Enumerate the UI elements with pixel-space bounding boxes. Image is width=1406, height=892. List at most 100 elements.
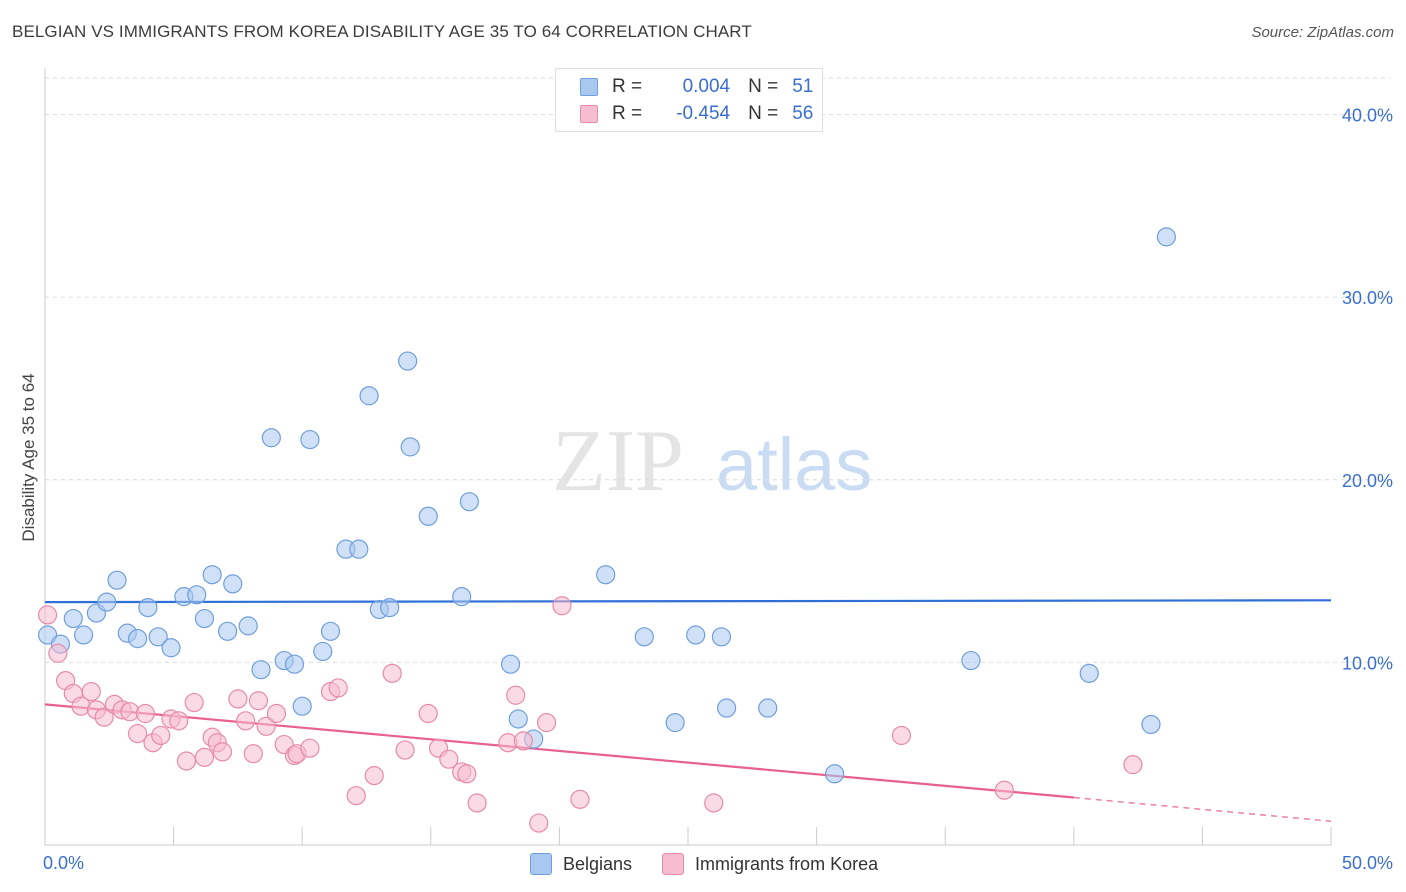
legend-label-korea: Immigrants from Korea xyxy=(695,853,879,874)
korea-point xyxy=(81,681,101,702)
korea-point xyxy=(418,703,438,724)
korea-point xyxy=(243,744,263,764)
korea-point xyxy=(94,707,114,727)
chart-title: BELGIAN VS IMMIGRANTS FROM KOREA DISABIL… xyxy=(12,22,752,41)
watermark: ZIP atlas xyxy=(552,413,872,510)
belgian-point xyxy=(1156,227,1176,247)
legend-n-label: N = xyxy=(748,103,779,124)
belgian-point xyxy=(1141,714,1161,735)
legend-item-belgians[interactable]: Belgians xyxy=(530,853,632,875)
belgian-point xyxy=(758,698,778,718)
belgian-point xyxy=(194,608,215,629)
belgian-point xyxy=(218,621,238,641)
belgian-point xyxy=(251,660,271,680)
belgian-point xyxy=(400,437,420,457)
legend-row-korea: R = -0.454 N = 56 xyxy=(580,102,813,126)
belgian-point xyxy=(380,597,400,618)
belgian-point xyxy=(292,696,312,716)
belgian-point xyxy=(238,616,258,636)
korea-trend-line xyxy=(44,703,1074,799)
korea-point xyxy=(212,742,233,762)
belgian-point xyxy=(320,621,341,641)
korea-point xyxy=(300,738,320,758)
korea-point xyxy=(513,731,533,751)
belgian-point xyxy=(716,698,737,718)
korea-point xyxy=(248,691,269,711)
belgian-point xyxy=(202,565,222,585)
korea-point xyxy=(48,643,68,663)
korea-point xyxy=(135,703,155,724)
belgian-point xyxy=(148,627,168,647)
belgian-point xyxy=(300,429,320,450)
belgian-point xyxy=(1079,663,1099,683)
korea-point xyxy=(364,766,384,786)
belgian-point xyxy=(138,597,158,618)
legend-swatch-korea xyxy=(662,853,685,875)
source-label: Source: ZipAtlas.com xyxy=(1251,24,1394,41)
korea-point xyxy=(151,725,171,746)
belgian-point xyxy=(73,625,94,645)
korea-point xyxy=(395,740,415,760)
belgian-point xyxy=(107,570,127,590)
series-legend: Belgians Immigrants from Korea xyxy=(530,852,908,876)
korea-point xyxy=(439,749,459,769)
belgian-point xyxy=(665,713,685,733)
belgian-point xyxy=(284,654,305,674)
belgian-point xyxy=(500,654,521,674)
legend-swatch-belgians xyxy=(580,78,598,96)
korea-point xyxy=(176,751,197,771)
legend-n-value-korea: 56 xyxy=(792,103,814,124)
y-tick-label: 10.0% xyxy=(1342,653,1393,673)
legend-n-label: N = xyxy=(748,76,779,97)
korea-point xyxy=(994,780,1014,800)
korea-point xyxy=(346,786,366,806)
korea-point xyxy=(194,747,215,767)
belgian-point xyxy=(634,627,654,647)
legend-r-value-belgians: 0.004 xyxy=(682,76,731,97)
y-tick-label: 40.0% xyxy=(1342,106,1393,126)
korea-trend-extension xyxy=(1073,796,1332,823)
korea-point xyxy=(552,596,572,616)
legend-r-label: R = xyxy=(612,76,643,97)
korea-point xyxy=(228,689,248,709)
legend-label-belgians: Belgians xyxy=(563,853,633,874)
legend-n-value-belgians: 51 xyxy=(792,76,814,97)
legend-r-value-korea: -0.454 xyxy=(676,103,731,124)
belgian-point xyxy=(187,585,207,605)
belgian-point xyxy=(961,650,981,671)
belgian-point xyxy=(313,641,333,662)
belgian-point xyxy=(508,709,528,729)
belgian-point xyxy=(398,351,418,371)
belgian-point xyxy=(161,638,181,658)
belgian-point xyxy=(418,506,438,526)
korea-point xyxy=(328,678,348,698)
belgian-point xyxy=(127,629,148,649)
korea-point xyxy=(266,703,287,724)
belgian-point xyxy=(711,627,732,647)
x-tick-label: 0.0% xyxy=(43,853,84,873)
korea-point xyxy=(536,713,557,733)
stats-legend: R = 0.004 N = 51 R = -0.454 N = 56 xyxy=(555,68,823,132)
y-axis-label: Disability Age 35 to 64 xyxy=(19,373,38,541)
korea-point xyxy=(467,793,487,813)
korea-point xyxy=(169,711,189,731)
watermark-zip: ZIP xyxy=(552,413,684,510)
belgian-point xyxy=(261,428,281,448)
belgians-trend-line xyxy=(44,599,1332,604)
korea-point xyxy=(891,725,912,746)
korea-point xyxy=(1123,755,1143,775)
korea-point xyxy=(184,692,204,713)
belgian-point xyxy=(97,592,117,612)
belgian-point xyxy=(825,764,845,784)
legend-swatch-belgians xyxy=(530,853,552,875)
korea-point xyxy=(236,711,256,731)
legend-item-korea[interactable]: Immigrants from Korea xyxy=(662,853,878,875)
korea-point xyxy=(382,663,402,683)
korea-point xyxy=(37,605,58,625)
belgian-point xyxy=(596,565,616,585)
belgian-point xyxy=(349,539,369,559)
watermark-atlas: atlas xyxy=(716,423,872,506)
belgian-point xyxy=(359,386,379,406)
legend-r-label: R = xyxy=(612,103,643,124)
